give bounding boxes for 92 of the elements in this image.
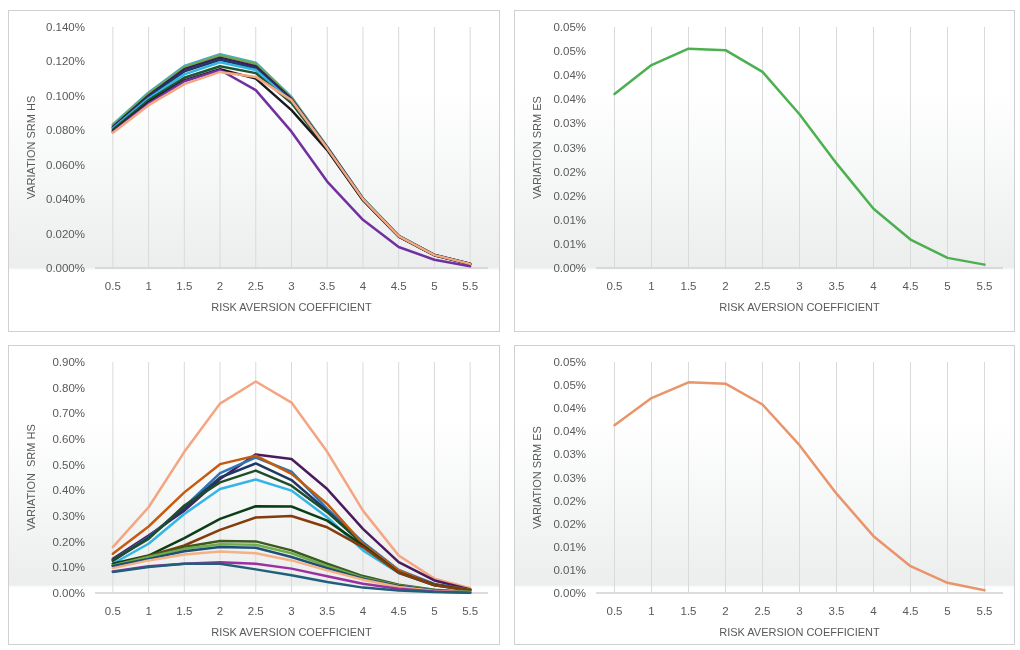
x-tick-label: 4.5: [390, 605, 407, 617]
x-tick-label: 2: [216, 280, 224, 292]
y-tick-label: 0.03%: [553, 448, 586, 461]
y-tick-label: 0.20%: [52, 535, 85, 548]
x-tick-label: 2.5: [754, 605, 771, 617]
x-tick-label: 5: [431, 280, 438, 292]
x-tick-label: 0.5: [606, 280, 623, 292]
y-axis-title: VARIATION SRM ES: [531, 96, 543, 199]
x-tick-label: 5: [944, 280, 951, 292]
x-tick-label: 1.5: [176, 605, 193, 617]
y-tick-label: 0.060%: [45, 158, 85, 171]
y-tick-label: 0.00%: [553, 262, 586, 275]
x-tick-label: 3: [796, 280, 803, 292]
y-tick-label: 0.01%: [553, 213, 586, 226]
x-axis-title: RISK AVERSION COEFFICIENT: [211, 626, 373, 638]
x-tick-label: 3.5: [828, 280, 845, 292]
x-tick-label: 2: [722, 605, 729, 617]
y-tick-label: 0.50%: [52, 458, 85, 471]
x-tick-label: 5.5: [462, 605, 479, 617]
x-tick-label: 5.5: [976, 605, 993, 617]
y-tick-label: 0.140%: [45, 21, 85, 34]
x-tick-label: 0.5: [104, 280, 121, 292]
x-tick-label: 0.5: [606, 605, 623, 617]
y-axis-title: VARIATION SRM HS: [25, 424, 37, 531]
y-tick-label: 0.03%: [553, 141, 586, 154]
y-tick-label: 0.02%: [553, 517, 586, 530]
y-tick-label: 0.05%: [553, 356, 586, 369]
y-tick-label: 0.70%: [52, 407, 85, 420]
x-tick-label: 3.5: [828, 605, 845, 617]
y-tick-label: 0.01%: [553, 237, 586, 250]
x-axis-title: RISK AVERSION COEFFICIENT: [719, 301, 881, 313]
y-tick-label: 0.10%: [52, 561, 85, 574]
x-tick-label: 2.5: [247, 280, 264, 292]
x-tick-label: 4: [870, 605, 878, 617]
y-tick-label: 0.03%: [553, 117, 586, 130]
y-tick-label: 0.00%: [52, 587, 85, 600]
y-axis-title: VARIATION SRM HS: [25, 95, 37, 200]
x-tick-label: 4.5: [902, 280, 919, 292]
x-tick-label: 1.5: [680, 280, 697, 292]
x-axis-title: RISK AVERSION COEFFICIENT: [211, 301, 373, 313]
x-tick-label: 0.5: [104, 605, 121, 617]
x-tick-label: 4: [359, 280, 367, 292]
x-tick-label: 3: [288, 605, 295, 617]
x-tick-label: 4.5: [902, 605, 919, 617]
x-tick-label: 2: [216, 605, 224, 617]
y-tick-label: 0.020%: [45, 227, 85, 240]
x-tick-label: 2: [722, 280, 729, 292]
x-tick-label: 3: [796, 605, 803, 617]
x-tick-label: 5.5: [976, 280, 993, 292]
y-tick-label: 0.80%: [52, 381, 85, 394]
x-tick-label: 3.5: [319, 280, 336, 292]
x-tick-label: 1: [145, 280, 152, 292]
y-tick-label: 0.04%: [553, 402, 586, 415]
x-tick-label: 5.5: [462, 280, 479, 292]
y-tick-label: 0.90%: [52, 356, 85, 369]
x-tick-label: 5: [944, 605, 951, 617]
x-tick-label: 3: [288, 280, 295, 292]
x-tick-label: 4: [870, 280, 878, 292]
y-tick-label: 0.02%: [553, 189, 586, 202]
y-tick-label: 0.30%: [52, 510, 85, 523]
x-tick-label: 5: [431, 605, 438, 617]
x-axis-title: RISK AVERSION COEFFICIENT: [719, 626, 881, 638]
x-tick-label: 1: [648, 605, 655, 617]
x-tick-label: 1: [145, 605, 152, 617]
x-tick-label: 3.5: [319, 605, 336, 617]
y-tick-label: 0.04%: [553, 93, 586, 106]
y-axis-title: VARIATION SRM ES: [531, 426, 543, 529]
y-tick-label: 0.05%: [553, 21, 586, 34]
y-tick-label: 0.120%: [45, 55, 85, 68]
x-tick-label: 1.5: [176, 280, 193, 292]
y-tick-label: 0.000%: [45, 262, 85, 275]
x-tick-label: 4: [359, 605, 367, 617]
y-tick-label: 0.040%: [45, 193, 85, 206]
x-tick-label: 2.5: [754, 280, 771, 292]
y-tick-label: 0.60%: [52, 433, 85, 446]
y-tick-label: 0.00%: [553, 587, 586, 600]
x-tick-label: 2.5: [247, 605, 264, 617]
y-tick-label: 0.05%: [553, 379, 586, 392]
y-tick-label: 0.01%: [553, 563, 586, 576]
y-tick-label: 0.080%: [45, 124, 85, 137]
x-tick-label: 4.5: [390, 280, 407, 292]
x-tick-label: 1.5: [680, 605, 697, 617]
y-tick-label: 0.03%: [553, 471, 586, 484]
y-tick-label: 0.04%: [553, 69, 586, 82]
y-tick-label: 0.100%: [45, 89, 85, 102]
y-tick-label: 0.04%: [553, 425, 586, 438]
x-tick-label: 1: [648, 280, 655, 292]
y-tick-label: 0.02%: [553, 494, 586, 507]
y-tick-label: 0.02%: [553, 165, 586, 178]
y-tick-label: 0.05%: [553, 45, 586, 58]
y-tick-label: 0.40%: [52, 484, 85, 497]
y-tick-label: 0.01%: [553, 540, 586, 553]
